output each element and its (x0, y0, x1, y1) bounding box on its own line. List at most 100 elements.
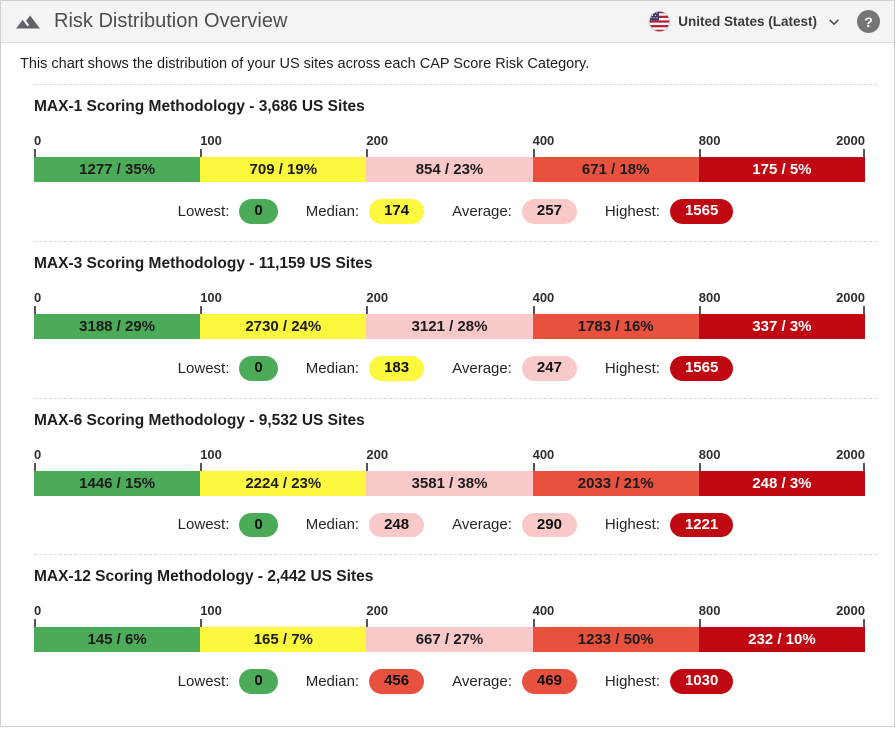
axis-tick-label: 400 (532, 603, 555, 619)
stat: Highest: 1565 (605, 355, 734, 381)
methodology-section: MAX-6 Scoring Methodology - 9,532 US Sit… (16, 397, 879, 555)
bar-segment-green: 145 / 6% (34, 627, 201, 653)
methodology-section: MAX-12 Scoring Methodology - 2,442 US Si… (16, 554, 879, 711)
stat-pill-pink: 248 (369, 512, 425, 538)
stat-label: Median: (305, 516, 360, 534)
stacked-bar: 1446 / 15% 2224 / 23% 3581 / 38% 2033 / 21%… (34, 470, 866, 496)
stat-label: Average: (452, 202, 512, 220)
stat-pill-dark_red: 1221 (669, 512, 734, 538)
stat-label: Median: (305, 673, 360, 691)
axis-tick-mark (34, 619, 36, 628)
region-label: United States (Latest) (678, 14, 817, 29)
axis-tick-mark (34, 462, 36, 471)
axis-tick-mark (532, 149, 535, 157)
stat-pill-dark_red: 1565 (669, 355, 734, 381)
stat-pill-dark_red: 1565 (669, 199, 734, 224)
stat: Highest: 1565 (605, 199, 734, 224)
axis: 0 100 200 400 800 2000 (34, 603, 865, 628)
stat-label: Median: (305, 202, 360, 220)
bar-segment-salmon: 1783 / 16% (532, 313, 699, 339)
axis-tick-label: 0 (34, 603, 42, 619)
help-button[interactable]: ? (857, 10, 880, 33)
bar-segment-green: 1277 / 35% (34, 157, 201, 182)
axis-tick-label: 200 (366, 133, 389, 148)
section-divider (34, 84, 877, 85)
axis-tick-mark (366, 149, 369, 157)
bar-segment-pink: 854 / 23% (366, 157, 533, 182)
bar-segment-yellow: 2730 / 24% (200, 313, 367, 339)
terrain-icon (15, 9, 41, 35)
axis-tick-mark (698, 305, 701, 314)
axis: 0 100 200 400 800 2000 (34, 289, 865, 314)
bar-segment-dark_red: 232 / 10% (698, 627, 866, 653)
card-body: This chart shows the distribution of you… (1, 43, 894, 711)
axis: 0 100 200 400 800 2000 (34, 133, 865, 157)
stat-label: Median: (305, 359, 360, 377)
axis-tick-label: 400 (532, 446, 555, 462)
bar-segment-salmon: 671 / 18% (532, 157, 699, 182)
stat-pill-green: 0 (239, 669, 278, 694)
axis-tick-mark (200, 305, 203, 314)
section-divider (34, 554, 877, 556)
methodology-section: MAX-3 Scoring Methodology - 11,159 US Si… (16, 240, 879, 398)
stats-row: Lowest: 0 Median: 248 Average: 290 Highest: 122… (34, 512, 877, 555)
region-selector-dropdown[interactable]: United States (Latest) (649, 11, 841, 32)
axis-tick-label: 800 (698, 289, 721, 305)
risk-bar-chart: 0 100 200 400 800 2000 3188 / 29% 2730 / 24% 31… (34, 289, 866, 339)
stat: Median: 456 (305, 669, 425, 694)
axis-tick-label: 400 (532, 289, 555, 305)
stat-pill-salmon: 456 (369, 669, 425, 694)
stats-row: Lowest: 0 Median: 183 Average: 247 Highest: 156… (34, 355, 877, 398)
bar-segment-yellow: 2224 / 23% (200, 470, 367, 496)
risk-bar-chart: 0 100 200 400 800 2000 1277 / 35% 709 / 19% 854… (34, 133, 866, 182)
axis-tick-mark (366, 462, 369, 471)
axis-tick-label: 100 (200, 133, 222, 148)
axis-tick-label: 100 (200, 603, 222, 619)
axis-tick-mark (863, 619, 865, 628)
axis-tick-mark (366, 619, 369, 628)
axis-tick-label: 2000 (836, 603, 865, 619)
stat-pill-dark_red: 1030 (669, 669, 734, 694)
axis-tick-label: 100 (200, 289, 222, 305)
axis-tick-label: 0 (34, 289, 42, 305)
axis-tick-mark (863, 149, 865, 157)
stat-label: Highest: (604, 516, 660, 534)
stat: Median: 174 (305, 199, 425, 224)
methodology-section: MAX-1 Scoring Methodology - 3,686 US Sit… (16, 84, 879, 241)
axis-tick-mark (532, 305, 535, 314)
bar-segment-green: 3188 / 29% (34, 313, 201, 339)
axis-tick-label: 800 (698, 603, 721, 619)
stat: Lowest: 0 (178, 669, 278, 694)
axis-tick-label: 0 (34, 133, 42, 148)
stat: Lowest: 0 (178, 355, 278, 381)
header-left: Risk Distribution Overview (15, 9, 287, 35)
section-divider (34, 240, 877, 242)
stacked-bar: 1277 / 35% 709 / 19% 854 / 23% 671 / 18% 175… (34, 157, 866, 182)
axis-tick-mark (200, 462, 203, 471)
bar-segment-dark_red: 175 / 5% (698, 157, 866, 182)
sections-container: MAX-1 Scoring Methodology - 3,686 US Sit… (16, 84, 879, 711)
risk-bar-chart: 0 100 200 400 800 2000 1446 / 15% 2224 / 23% 35… (34, 446, 866, 496)
axis-tick-mark (863, 305, 865, 314)
stat: Average: 247 (452, 355, 577, 381)
bar-segment-dark_red: 337 / 3% (698, 313, 866, 339)
axis-tick-label: 2000 (836, 446, 865, 462)
question-mark-icon: ? (864, 13, 873, 30)
axis-tick-mark (532, 462, 535, 471)
axis-tick-label: 200 (366, 289, 389, 305)
bar-segment-salmon: 1233 / 50% (532, 627, 699, 653)
bar-segment-yellow: 165 / 7% (200, 627, 367, 653)
axis-tick-label: 800 (698, 133, 721, 148)
axis-tick-label: 400 (532, 133, 555, 148)
stat: Lowest: 0 (178, 199, 278, 224)
stacked-bar: 3188 / 29% 2730 / 24% 3121 / 28% 1783 / 16%… (34, 313, 866, 339)
axis-tick-label: 800 (698, 446, 721, 462)
stat: Median: 248 (305, 512, 425, 538)
section-title: MAX-3 Scoring Methodology - 11,159 US Si… (34, 254, 373, 272)
stat: Median: 183 (305, 355, 425, 381)
stat: Lowest: 0 (178, 512, 278, 538)
chevron-down-icon (827, 15, 841, 29)
axis-tick-mark (200, 149, 203, 157)
stat: Average: 469 (452, 669, 577, 694)
